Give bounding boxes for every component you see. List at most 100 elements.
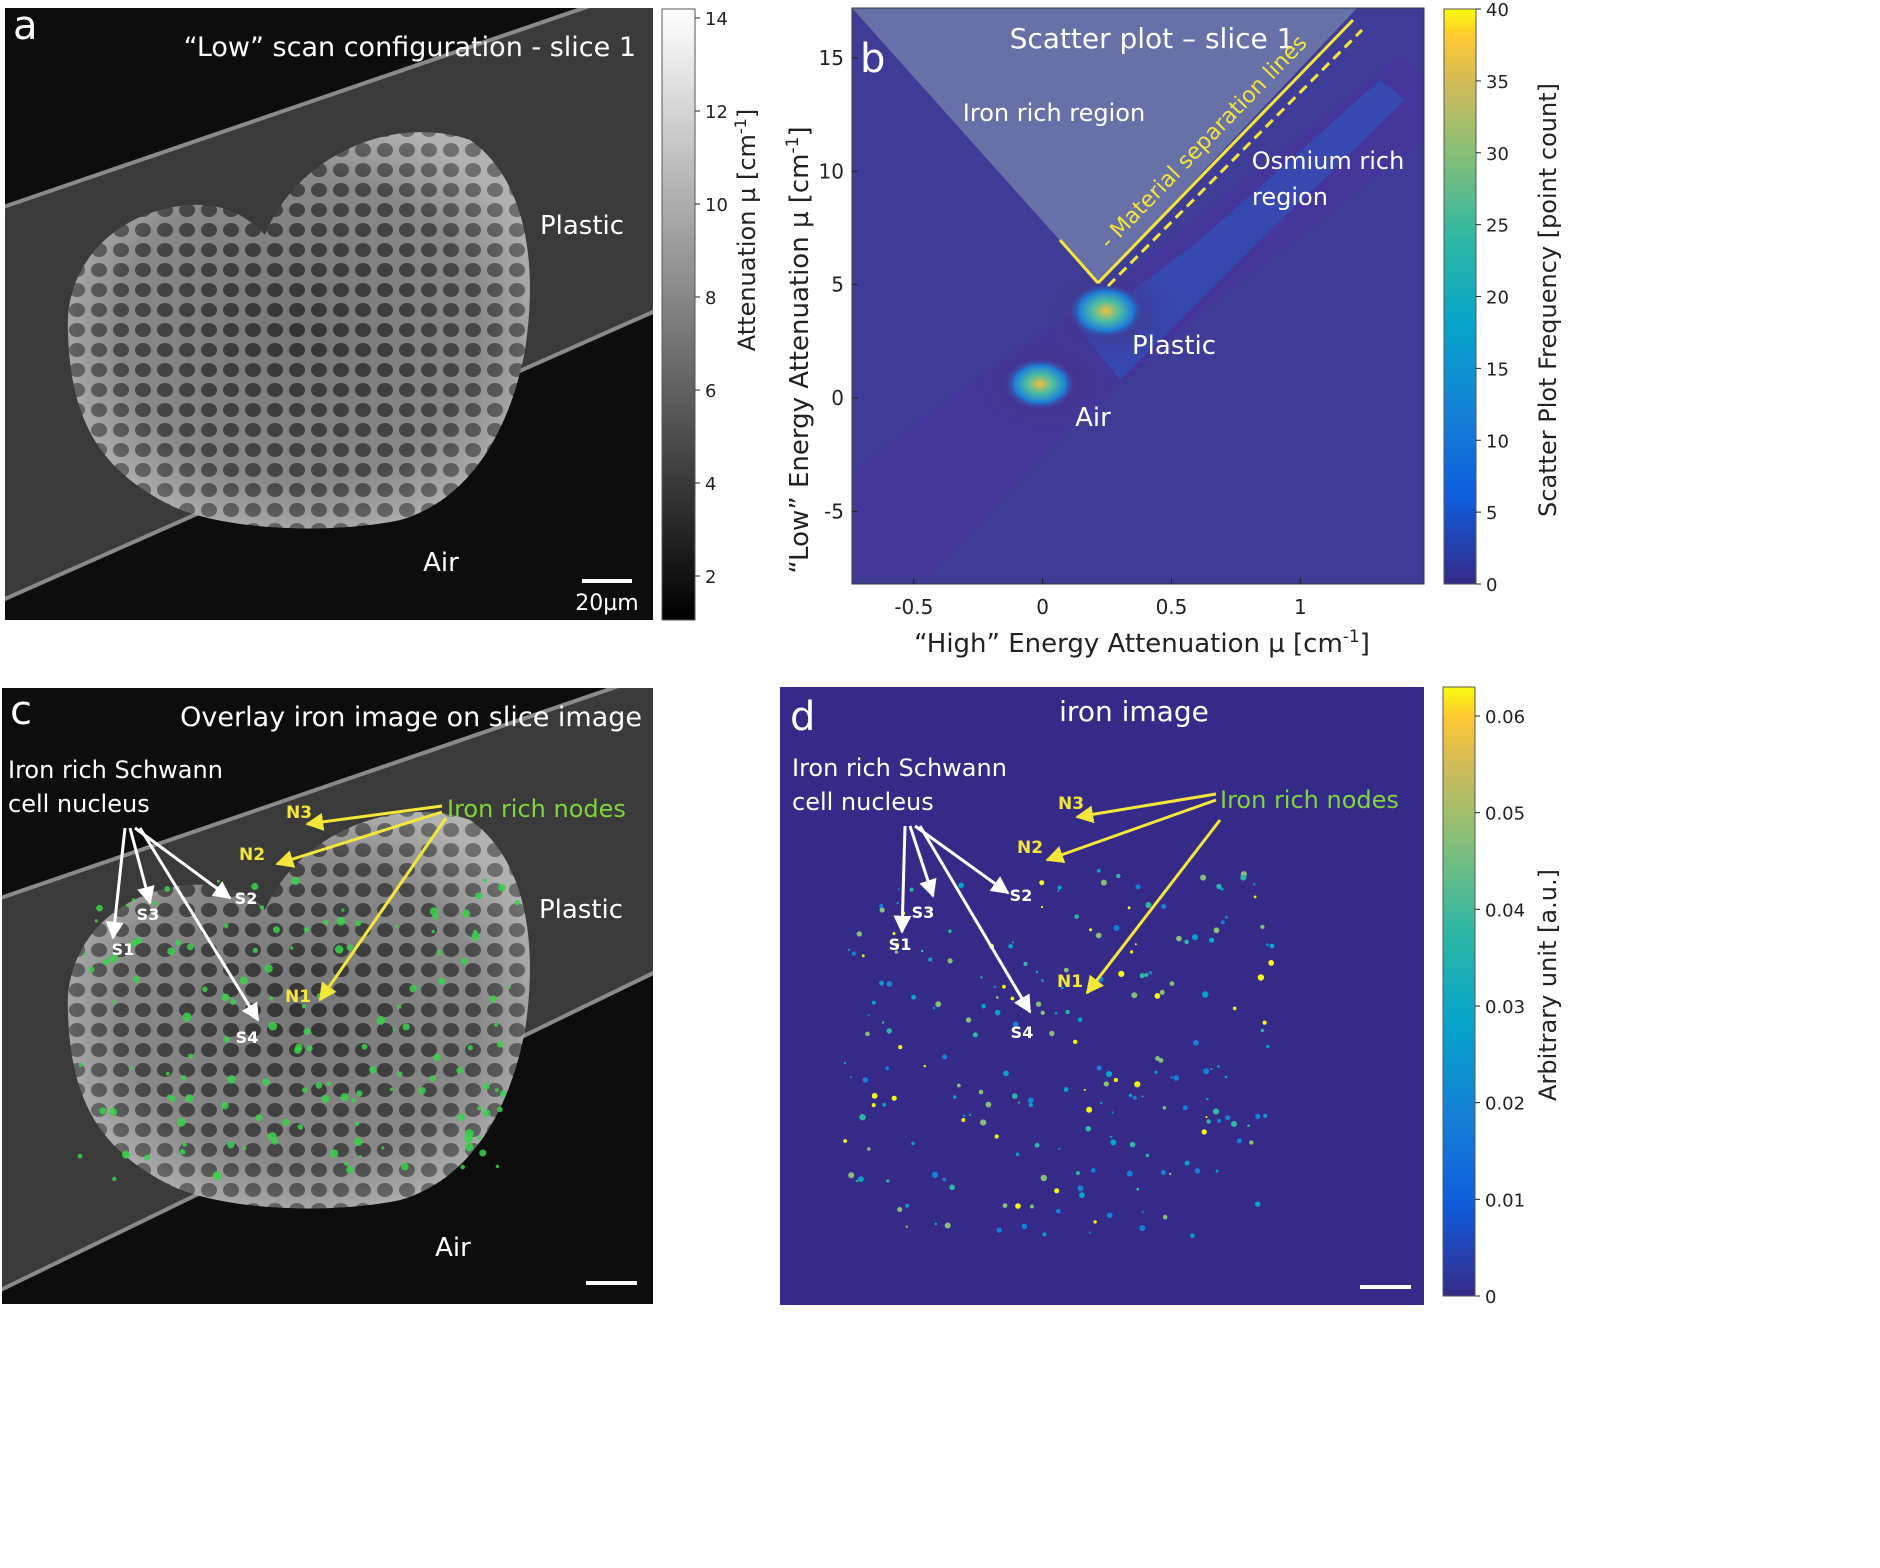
iron-spot (1139, 1225, 1146, 1232)
iron-spot (1162, 1214, 1168, 1220)
iron-spot (1079, 1192, 1085, 1199)
panel-b-title: Scatter plot – slice 1 (1010, 22, 1295, 55)
iron-spot (961, 1118, 966, 1122)
iron-spot (1040, 1010, 1045, 1015)
iron-spot (167, 947, 176, 956)
iron-spot (928, 957, 933, 962)
iron-spot (1158, 1058, 1164, 1063)
iron-spot (112, 1176, 117, 1182)
iron-spot (1144, 972, 1149, 977)
iron-spot (1136, 1187, 1140, 1191)
x-tick-label: 1 (1294, 595, 1307, 619)
iron-spot (358, 1155, 362, 1159)
colorbar-tick-label: 5 (1486, 503, 1497, 524)
iron-spot (495, 1164, 500, 1169)
iron-spot (99, 1107, 107, 1115)
iron-spot (958, 882, 964, 889)
label-air-c: Air (435, 1233, 471, 1263)
iron-spot (1255, 1113, 1261, 1120)
iron-spot (1132, 1095, 1137, 1100)
iron-spot (221, 1101, 229, 1110)
iron-spot (1039, 880, 1045, 886)
iron-spot (882, 1102, 887, 1107)
iron-spot (1074, 914, 1079, 919)
iron-spot (251, 882, 259, 891)
osmium-region-label-1: Osmium rich (1252, 147, 1405, 175)
plastic-cluster (1068, 283, 1144, 339)
iron-spot (112, 1000, 117, 1004)
colorbar-tick-label: 35 (1486, 72, 1509, 93)
panel-letter-d: d (790, 694, 815, 740)
iron-spot (1159, 989, 1165, 995)
iron-spot (994, 1009, 1001, 1016)
iron-spot (268, 1021, 278, 1031)
panel-letter-c: c (10, 688, 32, 734)
node-n1-d: N1 (1057, 972, 1083, 992)
x-axis-label: “High” Energy Attenuation µ [cm-1] (914, 627, 1370, 659)
iron-spot (1260, 1028, 1265, 1033)
iron-spot (1262, 1020, 1267, 1025)
iron-spot (891, 1095, 897, 1101)
iron-spot (1130, 950, 1134, 954)
node-n2-c: N2 (239, 845, 265, 865)
iron-spot (326, 1081, 332, 1087)
iron-image (780, 687, 1424, 1305)
iron-spot (264, 964, 273, 973)
colorbar-b-ticks: 0 5 10 15 20 25 30 35 40 (1476, 0, 1509, 596)
iron-spot (932, 1006, 936, 1010)
iron-spot (1134, 1081, 1141, 1088)
iron-spot (271, 1138, 279, 1145)
x-axis-ticks: -0.5 0 0.5 1 (894, 578, 1307, 619)
panel-b: b Scatter plot – slice 1 Iron rich regio… (783, 0, 1562, 659)
iron-spot (1193, 1040, 1199, 1046)
iron-spot (1113, 1078, 1118, 1082)
iron-spot (489, 995, 497, 1003)
schwann-s3-c: S3 (137, 905, 160, 924)
separation-line-solid (1096, 18, 1355, 285)
colorbar-a (661, 8, 696, 621)
iron-spot (369, 1066, 377, 1074)
iron-spot (856, 931, 862, 937)
iron-spot (1002, 1203, 1008, 1208)
iron-spot (942, 1177, 947, 1182)
iron-spot (1100, 879, 1107, 886)
node-n3-c: N3 (286, 803, 312, 823)
iron-spot (886, 1179, 890, 1183)
iron-spot (96, 904, 103, 912)
iron-spot (923, 1064, 926, 1068)
iron-spot (861, 954, 865, 958)
iron-spot (1063, 1087, 1069, 1092)
iron-spot (418, 1087, 426, 1095)
iron-spot (1141, 1210, 1144, 1213)
iron-spot (483, 878, 488, 883)
iron-spot (862, 1077, 868, 1083)
iron-spot (389, 1087, 394, 1092)
panel-d: d iron image Iron rich Schwann cell nucl… (780, 686, 1562, 1308)
colorbar-d-label: Arbitrary unit [a.u.] (1534, 869, 1562, 1101)
iron-spot (1109, 1135, 1113, 1139)
iron-spot (1206, 1097, 1209, 1101)
iron-spot (1190, 1233, 1195, 1238)
schwann-s3-d: S3 (912, 903, 935, 922)
scale-bar-label: 20µm (575, 591, 638, 616)
iron-spot (1263, 1113, 1268, 1118)
iron-spot (978, 1089, 984, 1095)
iron-spot (252, 1003, 257, 1007)
iron-spot (166, 1094, 172, 1100)
iron-spot (911, 994, 917, 1000)
iron-spot (431, 929, 435, 934)
iron-spot (1266, 1044, 1270, 1048)
iron-spot (931, 1171, 939, 1178)
iron-spot (109, 954, 119, 963)
iron-spot (947, 958, 953, 964)
iron-spot (1129, 1141, 1136, 1148)
iron-spot (291, 876, 300, 886)
iron-spot (500, 1090, 507, 1097)
iron-spot (1173, 1075, 1179, 1081)
colorbar-tick-label: 0.01 (1485, 1190, 1525, 1211)
iron-spot (354, 1137, 363, 1146)
iron-spot (956, 1083, 961, 1088)
iron-spot (894, 950, 899, 954)
y-tick-label: 10 (819, 159, 844, 183)
colorbar-tick-label: 20 (1486, 288, 1509, 309)
